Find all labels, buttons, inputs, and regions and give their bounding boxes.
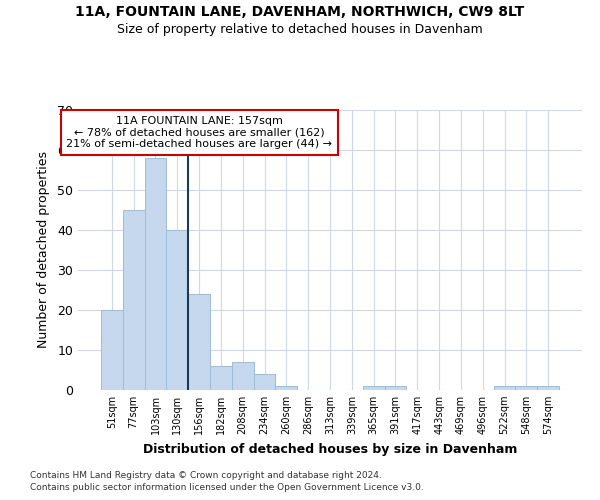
Text: 11A FOUNTAIN LANE: 157sqm
← 78% of detached houses are smaller (162)
21% of semi: 11A FOUNTAIN LANE: 157sqm ← 78% of detac… [66, 116, 332, 149]
Bar [232, 362, 254, 390]
Y-axis label: Number of detached properties: Number of detached properties [37, 152, 50, 348]
Text: Distribution of detached houses by size in Davenham: Distribution of detached houses by size … [143, 442, 517, 456]
Bar [123, 210, 145, 390]
Text: Contains public sector information licensed under the Open Government Licence v3: Contains public sector information licen… [30, 484, 424, 492]
Bar [254, 374, 275, 390]
Bar [515, 386, 537, 390]
Bar [275, 386, 297, 390]
Bar [101, 310, 123, 390]
Bar [188, 294, 210, 390]
Text: Contains HM Land Registry data © Crown copyright and database right 2024.: Contains HM Land Registry data © Crown c… [30, 471, 382, 480]
Text: Size of property relative to detached houses in Davenham: Size of property relative to detached ho… [117, 22, 483, 36]
Bar [494, 386, 515, 390]
Bar [385, 386, 406, 390]
Bar [166, 230, 188, 390]
Text: 11A, FOUNTAIN LANE, DAVENHAM, NORTHWICH, CW9 8LT: 11A, FOUNTAIN LANE, DAVENHAM, NORTHWICH,… [76, 5, 524, 19]
Bar [537, 386, 559, 390]
Bar [145, 158, 166, 390]
Bar [363, 386, 385, 390]
Bar [210, 366, 232, 390]
